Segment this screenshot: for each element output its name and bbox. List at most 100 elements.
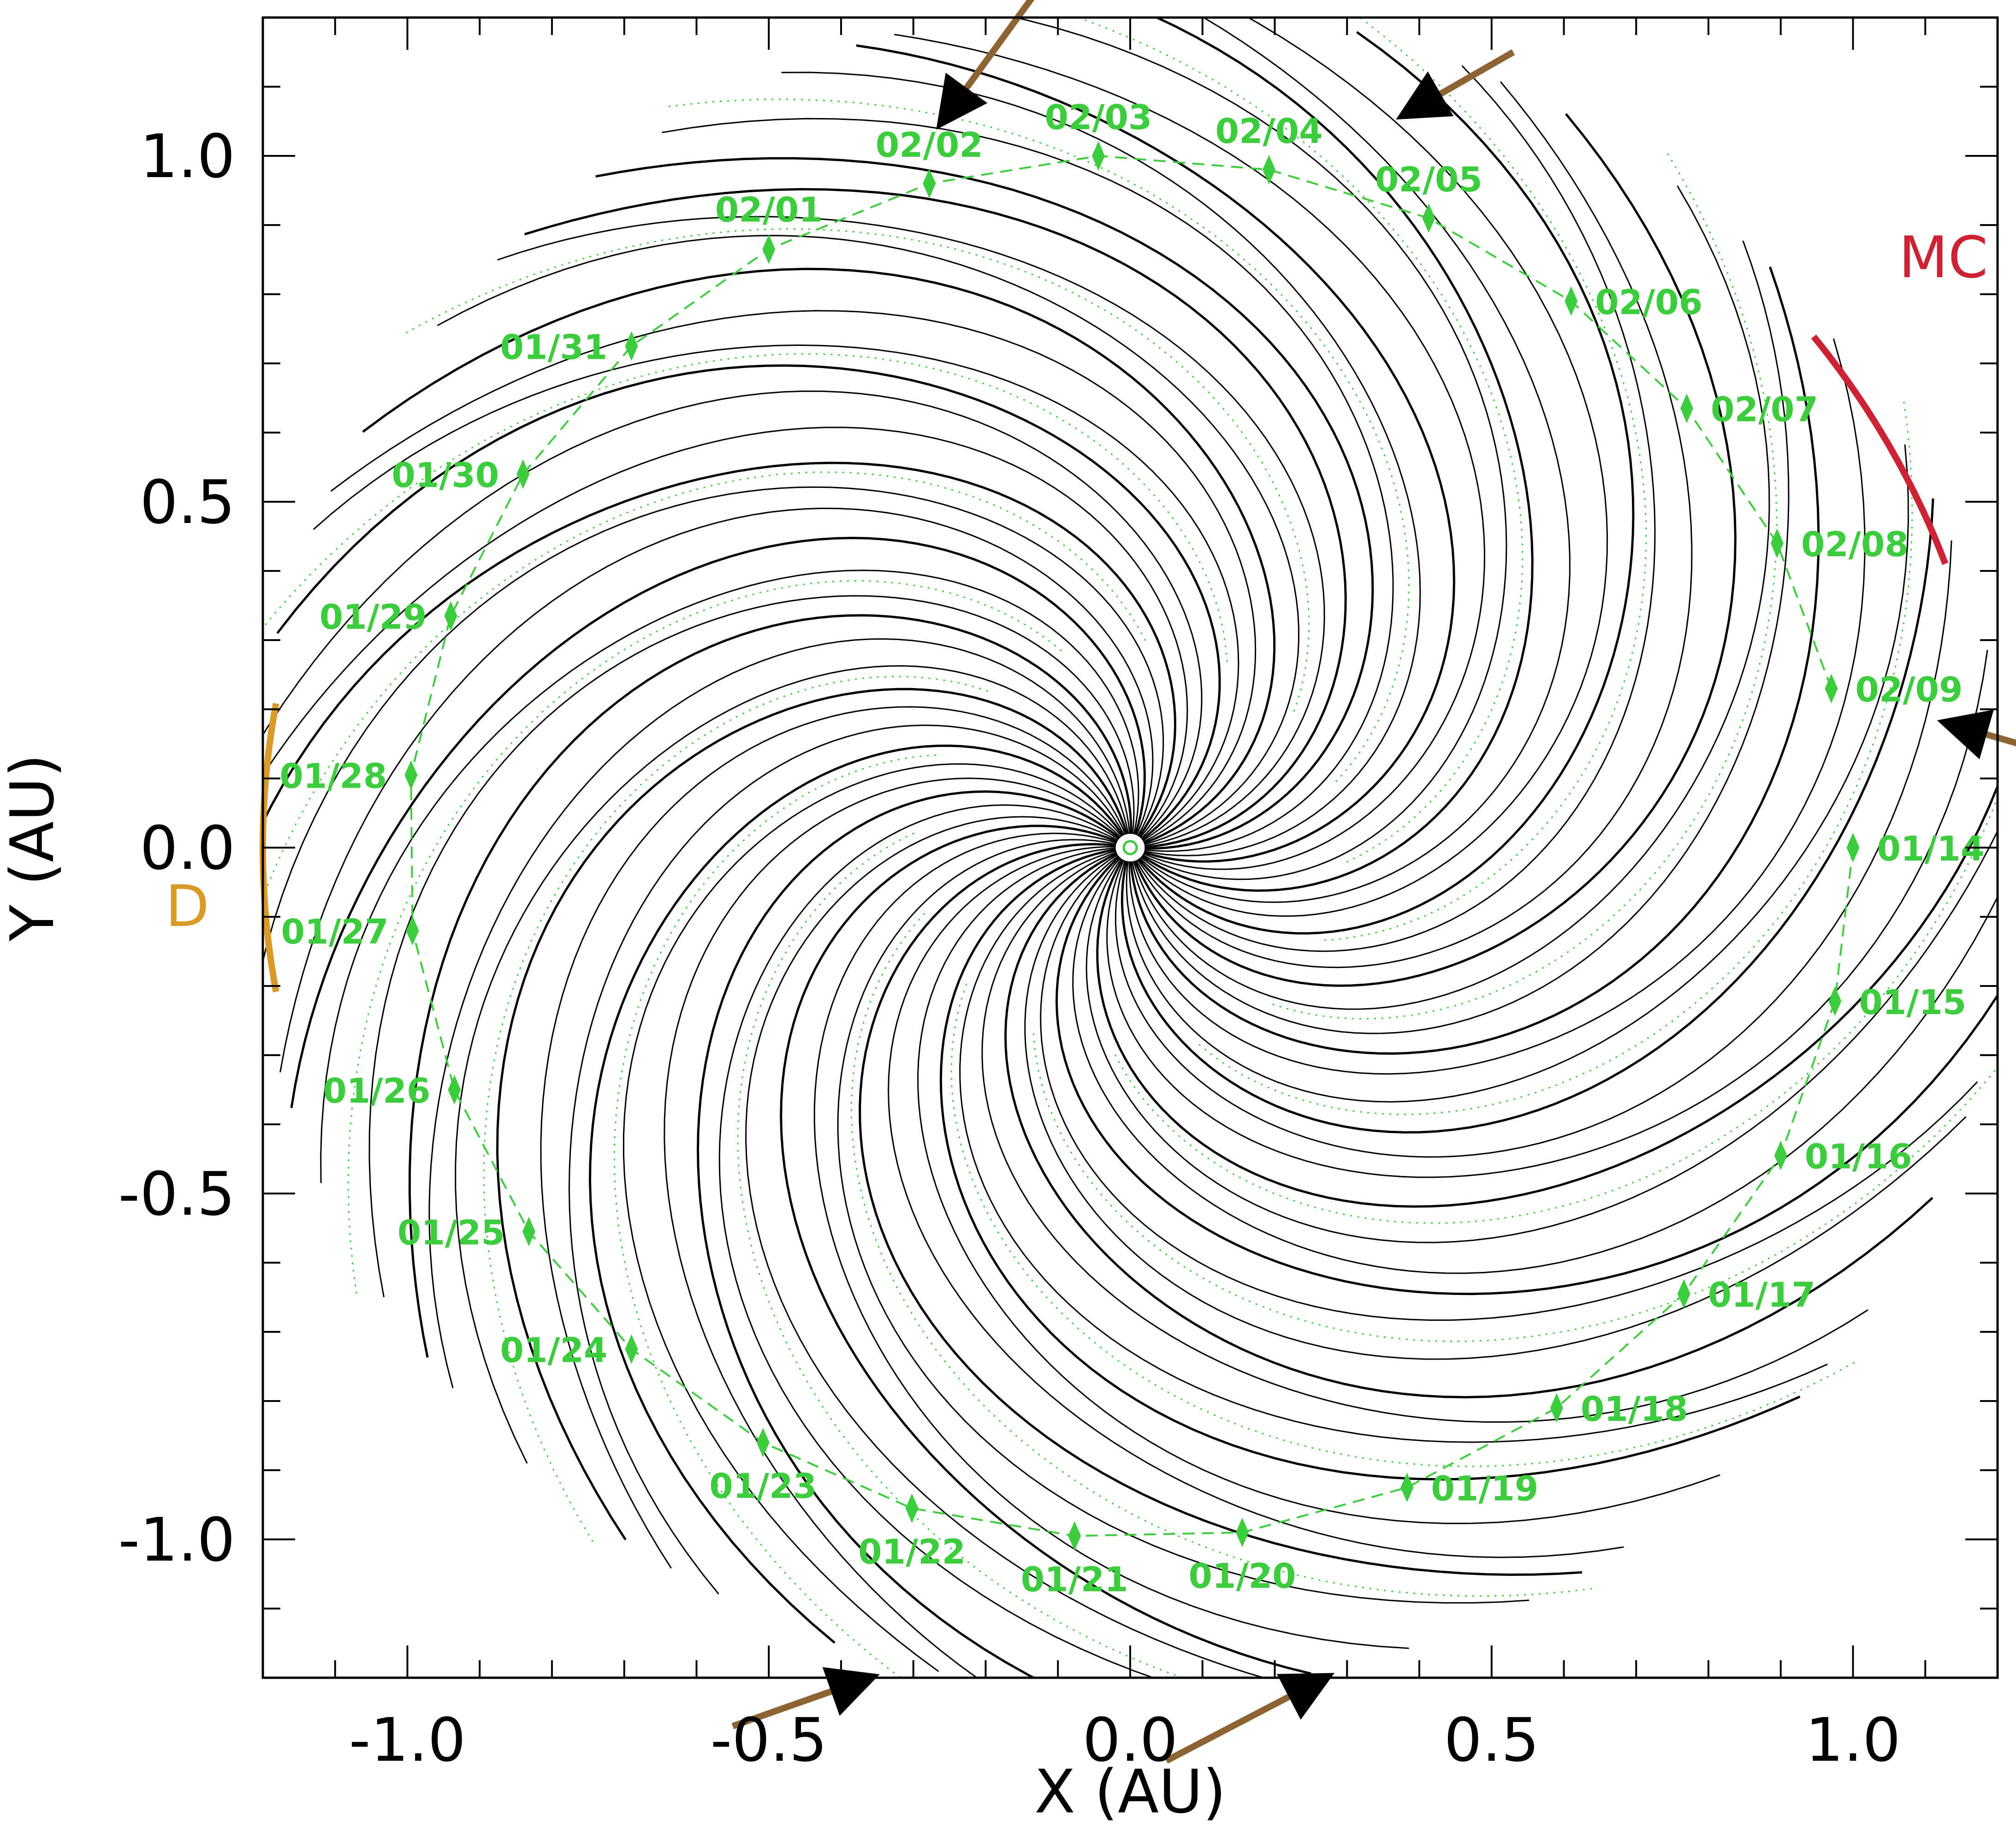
x-tick-label: -1.0 (349, 1705, 466, 1775)
date-label: 01/15 (1859, 983, 1966, 1022)
flow-arrow (1165, 1673, 1335, 1764)
flow-arrow (731, 1667, 880, 1729)
y-tick-label: 0.0 (140, 813, 235, 883)
date-label: 01/26 (323, 1071, 430, 1111)
field-line (718, 804, 1156, 1678)
track-point (762, 234, 776, 264)
field-line (568, 724, 1125, 1595)
reference-spiral (1324, 18, 1647, 941)
field-line (263, 390, 1203, 839)
track-point (625, 1334, 638, 1364)
flow-arrow (1396, 49, 1515, 120)
field-line (428, 638, 1131, 1389)
y-tick-label: -1.0 (118, 1505, 235, 1575)
axis-ticks (262, 17, 1998, 1679)
date-label: 01/20 (1188, 1556, 1296, 1596)
date-label: 01/14 (1877, 829, 1985, 869)
date-label: 01/18 (1581, 1390, 1688, 1429)
reference-spiral (1198, 401, 1913, 1116)
reference-spiral (1032, 1033, 1998, 1342)
track-point (1422, 203, 1435, 233)
field-line (263, 486, 1164, 964)
track-point (1774, 1140, 1787, 1170)
field-line (1055, 856, 1998, 1295)
sun-marker (1122, 840, 1138, 855)
field-line (330, 310, 1257, 843)
track-point (1680, 393, 1693, 423)
track-point (522, 1217, 535, 1247)
date-label: 01/23 (709, 1467, 817, 1506)
date-label: 01/16 (1805, 1137, 1912, 1177)
field-line (1085, 829, 1998, 1243)
field-line (917, 847, 1720, 1524)
track-point (1565, 286, 1578, 316)
y-tick-label: -0.5 (118, 1159, 235, 1229)
field-line (837, 839, 1530, 1604)
field-line (813, 832, 1409, 1649)
date-label: 02/02 (876, 125, 983, 165)
track-point (905, 1493, 919, 1523)
y-tick-label: 1.0 (140, 121, 235, 191)
field-line (781, 71, 1421, 856)
field-line (1141, 18, 1534, 892)
track-point (1068, 1521, 1081, 1551)
field-line (1040, 855, 1978, 1321)
field-line (1024, 854, 1967, 1360)
date-label: 01/17 (1708, 1276, 1815, 1315)
date-label: 02/01 (715, 190, 823, 230)
flow-arrow (1937, 709, 2016, 760)
reference-spiral (263, 471, 1146, 899)
field-line (524, 188, 1347, 849)
field-line (894, 34, 1486, 870)
field-line (263, 427, 1188, 838)
x-tick-label: 0.0 (1083, 1705, 1178, 1775)
field-line (263, 462, 1177, 837)
field-line (859, 843, 1583, 1576)
reference-spiral (1114, 796, 1998, 1224)
date-label: 02/03 (1045, 98, 1152, 137)
field-line (1004, 852, 1933, 1399)
track-point (406, 916, 419, 945)
field-line (497, 216, 1325, 847)
date-label: 02/08 (1801, 525, 1909, 564)
track-point (444, 601, 457, 631)
field-line (368, 595, 1135, 1297)
field-line (437, 235, 1300, 845)
field-line (1133, 113, 1737, 987)
field-line (1131, 240, 1790, 1034)
field-line (320, 570, 1139, 1183)
reference-spiral (1272, 151, 1778, 1020)
field-line (1012, 18, 1507, 880)
x-tick-label: -0.5 (710, 1705, 827, 1775)
axis-tick-labels: -1.0 -0.5 0.0 0.5 1.0 -1.0 -0.5 0.0 0.5 1.0 (118, 121, 1901, 1775)
field-lines (263, 18, 1998, 1678)
field-line (1138, 31, 1635, 935)
date-label: 02/05 (1375, 160, 1482, 200)
field-line (290, 536, 1146, 1108)
region-label-d: D (165, 873, 209, 940)
y-tick-label: 0.5 (140, 467, 235, 537)
field-line (1126, 444, 1909, 1103)
field-line (745, 816, 1266, 1678)
field-line (1072, 857, 1998, 1274)
track-point (923, 169, 936, 198)
reference-spiral (263, 353, 1228, 662)
x-tick-label: 1.0 (1805, 1705, 1901, 1775)
field-line (696, 790, 1121, 1678)
date-label: 01/25 (397, 1213, 505, 1253)
field-line (595, 157, 1374, 850)
field-line (588, 744, 1124, 1644)
track-point (1400, 1473, 1414, 1502)
field-line (1115, 540, 1952, 1158)
field-line (664, 778, 1121, 1678)
field-line (1106, 650, 1988, 1178)
field-line (1096, 783, 1998, 1208)
reference-spiral (613, 754, 937, 1678)
x-tick-label: 0.5 (1444, 1705, 1539, 1775)
y-axis-title: Y (AU) (0, 754, 67, 942)
track-point (1235, 1518, 1249, 1547)
track-point (404, 760, 418, 790)
date-label: 01/22 (858, 1532, 966, 1572)
date-label: 02/04 (1215, 112, 1322, 151)
region-label-mc: MC (1899, 225, 1988, 291)
